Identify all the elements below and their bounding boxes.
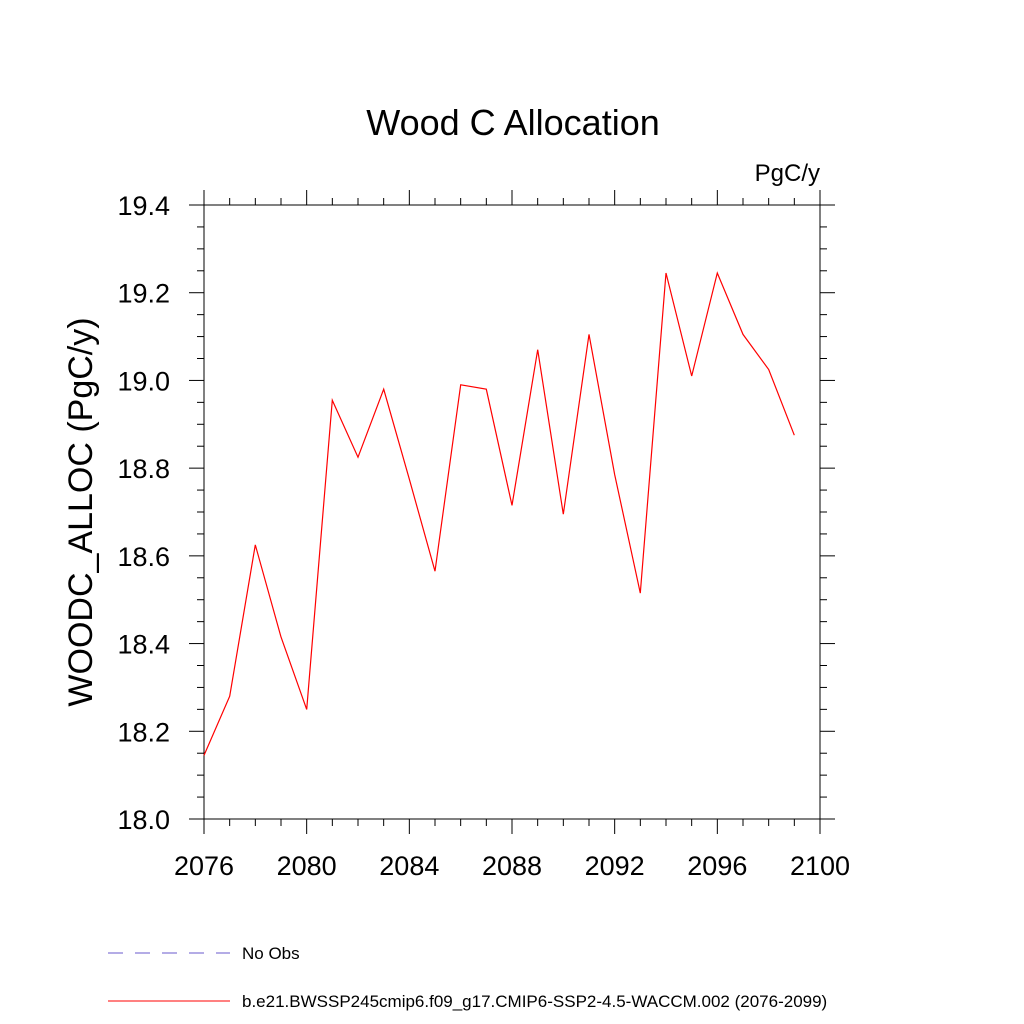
x-tick-label: 2088 [482, 851, 542, 881]
series-line [203, 271, 795, 756]
y-tick-label: 19.4 [117, 191, 170, 221]
x-tick-label: 2076 [174, 851, 234, 881]
x-tick-label: 2092 [585, 851, 645, 881]
y-tick-label: 18.2 [117, 717, 170, 747]
legend: No Obs b.e21.BWSSP245cmip6.f09_g17.CMIP6-… [108, 944, 827, 1011]
y-tick-label: 18.8 [117, 454, 170, 484]
chart-title: Wood C Allocation [366, 102, 660, 143]
x-tick-label: 2096 [687, 851, 747, 881]
x-axis: 2076 2080 2084 2088 2092 2096 2100 [174, 190, 850, 881]
y-axis-label: WOODC_ALLOC (PgC/y) [62, 317, 100, 706]
y-tick-label: 18.6 [117, 542, 170, 572]
y-tick-label: 18.0 [117, 805, 170, 835]
x-tick-label: 2080 [277, 851, 337, 881]
y-axis: 18.0 18.2 18.4 18.6 18.8 19.0 19.2 19.4 [117, 191, 835, 835]
y-tick-label: 19.2 [117, 279, 170, 309]
legend-label: b.e21.BWSSP245cmip6.f09_g17.CMIP6-SSP2-4… [242, 992, 827, 1011]
y-tick-label: 19.0 [117, 366, 170, 396]
x-tick-label: 2100 [790, 851, 850, 881]
legend-label: No Obs [242, 944, 300, 963]
y-tick-label: 18.4 [117, 630, 170, 660]
units-label: PgC/y [755, 160, 820, 187]
x-tick-label: 2084 [379, 851, 439, 881]
series-layer [203, 271, 795, 756]
